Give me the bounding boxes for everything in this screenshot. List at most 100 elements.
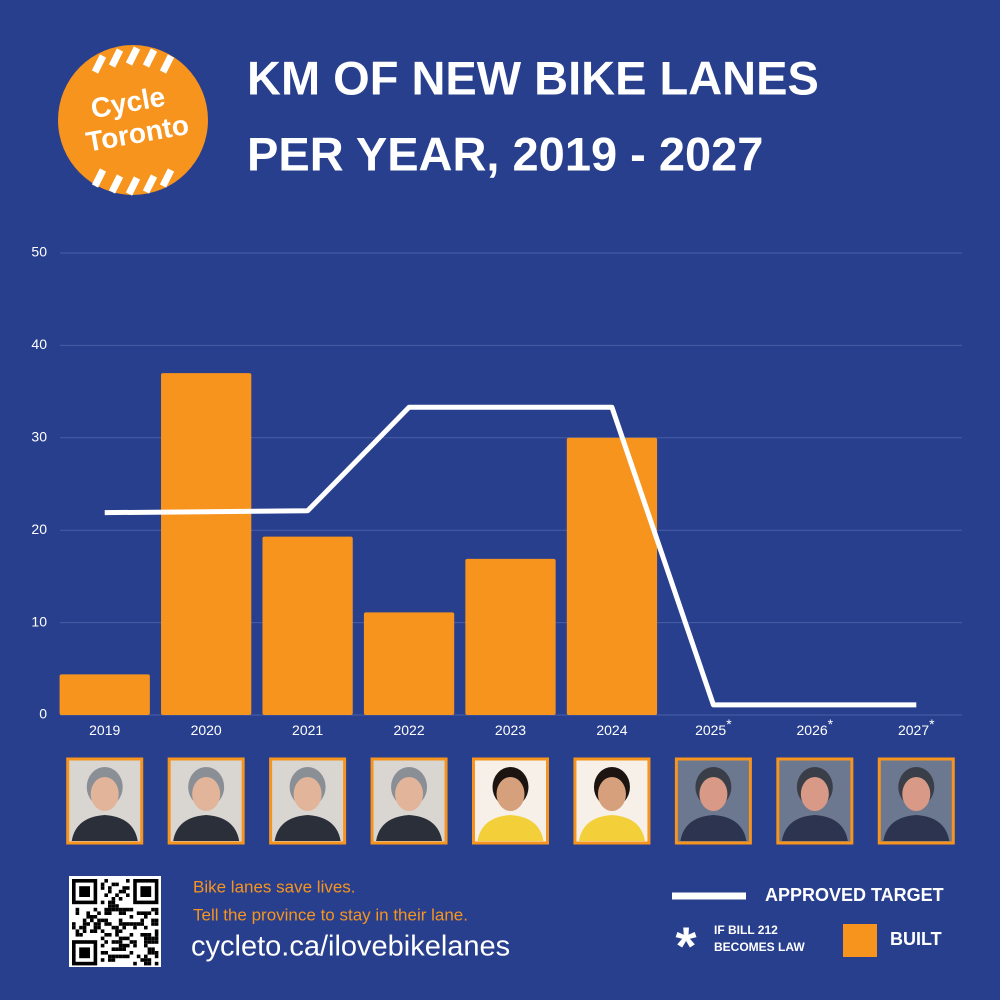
qr-module [118,947,123,951]
qr-finder [140,886,152,897]
category: 2026 [797,722,828,738]
qr-module [104,907,108,912]
photo [167,757,245,845]
qr-module [108,922,112,926]
qr-module [151,918,155,923]
qr-module [86,911,90,915]
qr-module [72,922,76,926]
photo [877,757,955,845]
qr-module [118,943,123,948]
qr-module [144,915,148,919]
category-note: * [929,716,935,732]
qr-module [126,886,130,890]
qr-module [108,958,112,962]
bar [262,536,353,715]
qr-module [118,929,123,933]
category-note: * [828,716,834,732]
qr-module [111,954,116,959]
qr-module [115,907,119,912]
photo-face [395,777,424,811]
qr-module [115,904,119,908]
x-tick-label: 2024 [596,722,627,738]
qr-module [118,954,123,959]
legend-swatch [843,924,877,957]
qr-module [115,933,119,937]
message: Tell the province to stay in their lane. [193,905,468,924]
qr-module [151,947,155,951]
qr-module [82,929,87,933]
photo [269,757,347,845]
y-tick-label: 10 [31,613,47,629]
photo [472,757,549,845]
qr-module [104,940,108,944]
qr-module [104,879,108,883]
qr-module [111,882,116,887]
qr-module [151,922,155,926]
qr-module [140,911,144,915]
qr-module [144,954,148,959]
qr-module [90,915,94,919]
qr-module [111,958,116,962]
qr-module [100,951,105,955]
qr-module [115,947,119,951]
photo-face [699,777,728,811]
qr-module [144,936,148,941]
photo-face [192,777,221,811]
qr-module [115,929,119,933]
qr-module [136,954,141,959]
qr-module [111,940,116,944]
qr-module [93,922,98,926]
chart-title: PER YEAR, 2019 - 2027 [247,127,763,180]
qr-module [122,886,126,890]
qr-module [140,933,144,937]
qr-module [154,940,159,944]
y-tick-label: 20 [31,521,47,537]
photo-body [71,815,138,841]
qr-module [151,907,155,912]
qr-module [111,897,116,901]
y-tick-label: 50 [31,244,47,260]
qr-module [122,943,126,948]
qr-module [100,936,105,941]
qr-module [154,936,159,941]
photo [674,757,752,845]
qr-module [108,904,112,908]
legend-label: BUILT [890,929,942,949]
qr-module [154,918,159,923]
qr-module [122,907,126,912]
qr-module [144,911,148,915]
qr-module [104,922,108,926]
footnote-text: IF BILL 212 [714,923,778,937]
qr-module [122,911,126,915]
photo-face [293,777,322,811]
category: 2027 [898,722,929,738]
qr-module [90,918,94,923]
qr-module [100,958,105,962]
qr-module [144,940,148,944]
qr-module [154,954,159,959]
qr-module [147,911,152,915]
qr-module [118,918,123,923]
x-tick-label: 2026* [797,716,834,738]
qr-module [111,907,116,912]
qr-module [108,933,112,937]
qr-module [122,947,126,951]
x-tick-label: 2021 [292,722,323,738]
qr-module [93,907,98,912]
qr-module [154,933,159,937]
footnote-marker: * [675,916,696,976]
qr-module [75,933,80,937]
qr-module [104,951,108,955]
qr-module [122,922,126,926]
qr-module [129,940,134,944]
qr-module [129,951,134,955]
bar [363,612,455,715]
qr-module [126,907,130,912]
qr-code [69,876,161,967]
qr-module [115,893,119,897]
qr-module [122,925,126,930]
qr-module [100,900,105,905]
photo-face [902,777,931,811]
photo-body [578,815,645,841]
category: 2023 [495,722,526,738]
